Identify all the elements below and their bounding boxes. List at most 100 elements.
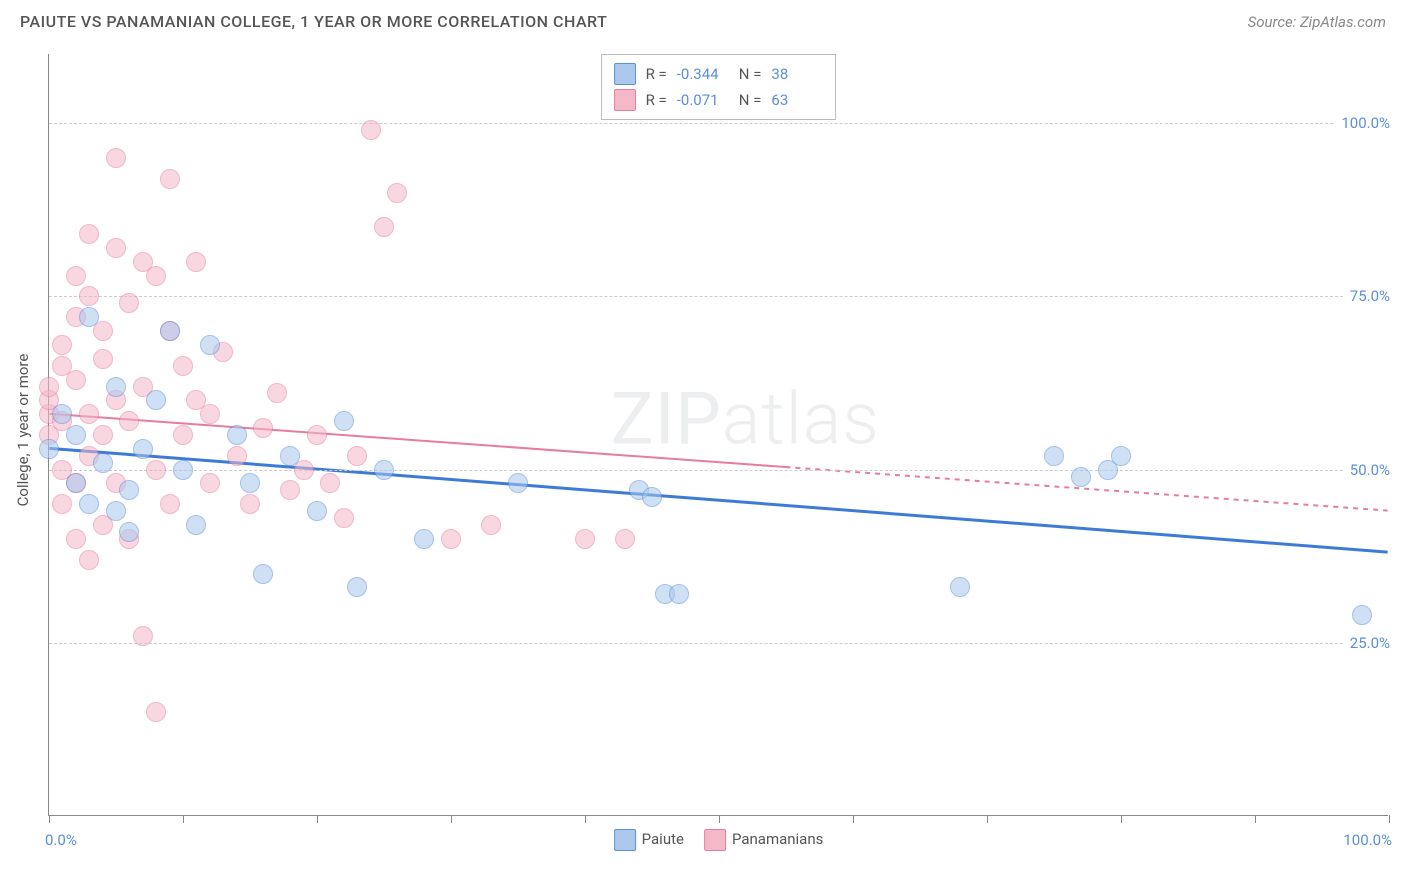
x-tick xyxy=(987,815,988,823)
data-point xyxy=(106,238,126,258)
data-point xyxy=(347,446,367,466)
x-tick xyxy=(1121,815,1122,823)
data-point xyxy=(374,460,394,480)
data-point xyxy=(227,425,247,445)
data-point xyxy=(119,411,139,431)
data-point xyxy=(66,370,86,390)
data-point xyxy=(615,529,635,549)
y-tick-label: 25.0% xyxy=(1344,634,1390,652)
data-point xyxy=(481,515,501,535)
legend-label: Paiute xyxy=(642,830,684,848)
data-point xyxy=(280,446,300,466)
data-point xyxy=(334,411,354,431)
legend-n-label: N = xyxy=(739,65,762,83)
data-point xyxy=(52,404,72,424)
x-tick xyxy=(1389,815,1390,823)
legend-series: Paiute Panamanians xyxy=(614,829,824,851)
legend-label: Panamanians xyxy=(732,830,823,848)
data-point xyxy=(253,418,273,438)
legend-item: Paiute xyxy=(614,829,684,851)
data-point xyxy=(106,501,126,521)
data-point xyxy=(669,584,689,604)
data-point xyxy=(320,473,340,493)
data-point xyxy=(374,217,394,237)
data-point xyxy=(79,307,99,327)
data-point xyxy=(160,321,180,341)
data-point xyxy=(414,529,434,549)
y-tick-label: 75.0% xyxy=(1344,287,1390,305)
y-tick-label: 100.0% xyxy=(1335,114,1390,132)
data-point xyxy=(93,425,113,445)
data-point xyxy=(200,404,220,424)
legend-n-label: N = xyxy=(739,91,762,109)
x-tick xyxy=(853,815,854,823)
data-point xyxy=(227,446,247,466)
x-tick xyxy=(719,815,720,823)
data-point xyxy=(119,293,139,313)
data-point xyxy=(280,480,300,500)
y-axis-label: College, 1 year or more xyxy=(14,354,32,507)
chart-title: PAIUTE VS PANAMANIAN COLLEGE, 1 YEAR OR … xyxy=(20,12,607,31)
data-point xyxy=(173,356,193,376)
data-point xyxy=(52,335,72,355)
data-point xyxy=(508,473,528,493)
chart-plot-area: ZIPatlas R = -0.344 N = 38 R = -0.071 N … xyxy=(48,54,1388,816)
data-point xyxy=(146,702,166,722)
gridline xyxy=(49,470,1388,471)
data-point xyxy=(79,494,99,514)
legend-swatch-icon xyxy=(704,829,726,851)
data-point xyxy=(334,508,354,528)
data-point xyxy=(1111,446,1131,466)
data-point xyxy=(387,183,407,203)
data-point xyxy=(441,529,461,549)
data-point xyxy=(39,439,59,459)
data-point xyxy=(240,494,260,514)
watermark: ZIPatlas xyxy=(611,377,880,462)
data-point xyxy=(79,404,99,424)
data-point xyxy=(119,480,139,500)
data-point xyxy=(186,515,206,535)
data-point xyxy=(1044,446,1064,466)
data-point xyxy=(361,120,381,140)
data-point xyxy=(106,377,126,397)
data-point xyxy=(146,460,166,480)
data-point xyxy=(347,577,367,597)
legend-r-label: R = xyxy=(646,65,667,83)
data-point xyxy=(133,626,153,646)
data-point xyxy=(79,550,99,570)
x-tick xyxy=(451,815,452,823)
data-point xyxy=(66,425,86,445)
data-point xyxy=(93,349,113,369)
x-tick xyxy=(183,815,184,823)
data-point xyxy=(267,383,287,403)
data-point xyxy=(119,522,139,542)
gridline xyxy=(49,123,1388,124)
legend-swatch-icon xyxy=(614,829,636,851)
y-tick-label: 50.0% xyxy=(1344,461,1390,479)
legend-stats-row: R = -0.071 N = 63 xyxy=(614,87,824,113)
data-point xyxy=(186,252,206,272)
x-tick xyxy=(317,815,318,823)
data-point xyxy=(200,473,220,493)
data-point xyxy=(642,487,662,507)
data-point xyxy=(307,425,327,445)
legend-r-value: -0.071 xyxy=(677,91,729,109)
data-point xyxy=(200,335,220,355)
data-point xyxy=(146,266,166,286)
data-point xyxy=(133,439,153,459)
data-point xyxy=(173,425,193,445)
data-point xyxy=(240,473,260,493)
x-axis-max-label: 100.0% xyxy=(1343,831,1392,849)
x-tick xyxy=(585,815,586,823)
legend-n-value: 63 xyxy=(771,91,823,109)
legend-swatch-icon xyxy=(614,89,636,111)
gridline xyxy=(49,296,1388,297)
legend-r-value: -0.344 xyxy=(677,65,729,83)
data-point xyxy=(253,564,273,584)
x-tick xyxy=(49,815,50,823)
x-axis-min-label: 0.0% xyxy=(45,831,77,849)
x-tick xyxy=(1255,815,1256,823)
data-point xyxy=(79,286,99,306)
data-point xyxy=(950,577,970,597)
data-point xyxy=(146,390,166,410)
